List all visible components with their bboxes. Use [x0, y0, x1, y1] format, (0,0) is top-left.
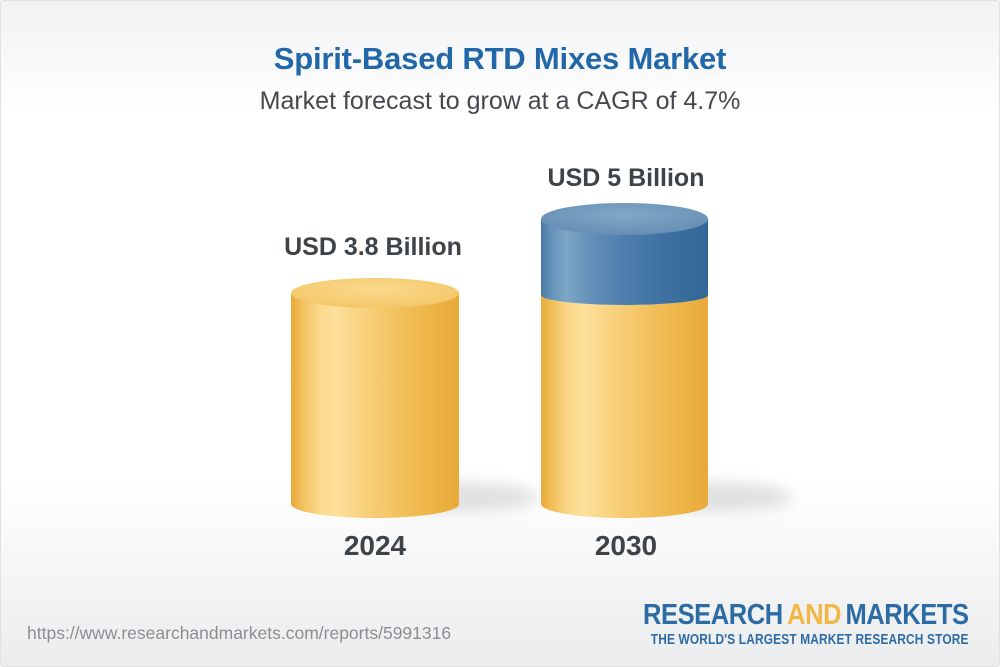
research-and-markets-logo: RESEARCH AND MARKETS THE WORLD'S LARGEST M…: [581, 600, 969, 648]
value-label-2030: USD 5 Billion: [547, 164, 705, 192]
logo-word-research: RESEARCH: [643, 599, 784, 631]
logo-word-and: AND: [787, 599, 842, 631]
cylinder-2030-base-segment: [541, 295, 708, 518]
logo-tagline: THE WORLD'S LARGEST MARKET RESEARCH STOR…: [651, 632, 969, 648]
report-url: https://www.researchandmarkets.com/repor…: [27, 623, 452, 643]
cylinder-2030: [541, 203, 708, 518]
cylinder-2030-growth-segment: [541, 219, 708, 305]
value-label-2024: USD 3.8 Billion: [284, 233, 462, 261]
category-label-2024: 2024: [343, 530, 407, 561]
cylinder-2024-body: [291, 293, 459, 518]
cylinder-2024-top: [291, 278, 459, 308]
cylinder-2030-top: [541, 203, 708, 235]
logo-wordmark: RESEARCH AND MARKETS: [628, 600, 969, 630]
page-title: Spirit-Based RTD Mixes Market: [273, 41, 727, 76]
cylinder-2024: [291, 278, 459, 518]
logo-word-markets: MARKETS: [845, 599, 970, 631]
page-subtitle: Market forecast to grow at a CAGR of 4.7…: [259, 87, 741, 115]
category-label-2030: 2030: [594, 530, 658, 561]
